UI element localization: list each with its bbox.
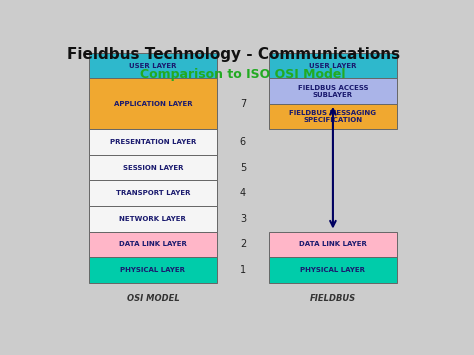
Text: APPLICATION LAYER: APPLICATION LAYER	[114, 101, 192, 107]
Text: Comparison to ISO OSI Model: Comparison to ISO OSI Model	[140, 68, 346, 81]
Text: 5: 5	[240, 163, 246, 173]
Text: USER LAYER: USER LAYER	[129, 63, 177, 69]
Bar	[269, 104, 397, 130]
Bar	[89, 53, 217, 78]
Bar	[89, 180, 217, 206]
Text: Fieldbus Technology - Communications: Fieldbus Technology - Communications	[66, 48, 400, 62]
Text: 7: 7	[240, 99, 246, 109]
Bar	[89, 257, 217, 283]
Text: FIELDBUS MESSAGING
SPECIFICATION: FIELDBUS MESSAGING SPECIFICATION	[290, 110, 376, 123]
Text: NETWORK LAYER: NETWORK LAYER	[119, 216, 186, 222]
Bar	[269, 78, 397, 104]
Text: FIELDBUS ACCESS
SUBLAYER: FIELDBUS ACCESS SUBLAYER	[298, 85, 368, 98]
Bar	[89, 206, 217, 231]
Bar	[89, 231, 217, 257]
Text: OSI MODEL: OSI MODEL	[127, 294, 179, 304]
Text: PHYSICAL LAYER: PHYSICAL LAYER	[301, 267, 365, 273]
Bar	[269, 231, 397, 257]
Text: 3: 3	[240, 214, 246, 224]
Text: 4: 4	[240, 188, 246, 198]
Text: DATA LINK LAYER: DATA LINK LAYER	[299, 241, 367, 247]
Text: PRESENTATION LAYER: PRESENTATION LAYER	[110, 139, 196, 145]
Bar	[269, 257, 397, 283]
Text: DATA LINK LAYER: DATA LINK LAYER	[119, 241, 187, 247]
Text: 6: 6	[240, 137, 246, 147]
Text: TRANSPORT LAYER: TRANSPORT LAYER	[116, 190, 190, 196]
Bar	[269, 53, 397, 78]
Text: FIELDBUS: FIELDBUS	[310, 294, 356, 304]
Text: 2: 2	[240, 239, 246, 249]
Text: USER LAYER: USER LAYER	[309, 63, 356, 69]
Text: 1: 1	[240, 265, 246, 275]
Text: SESSION LAYER: SESSION LAYER	[123, 165, 183, 171]
Bar	[89, 155, 217, 180]
Bar	[89, 130, 217, 155]
Bar	[89, 78, 217, 130]
Text: PHYSICAL LAYER: PHYSICAL LAYER	[120, 267, 185, 273]
